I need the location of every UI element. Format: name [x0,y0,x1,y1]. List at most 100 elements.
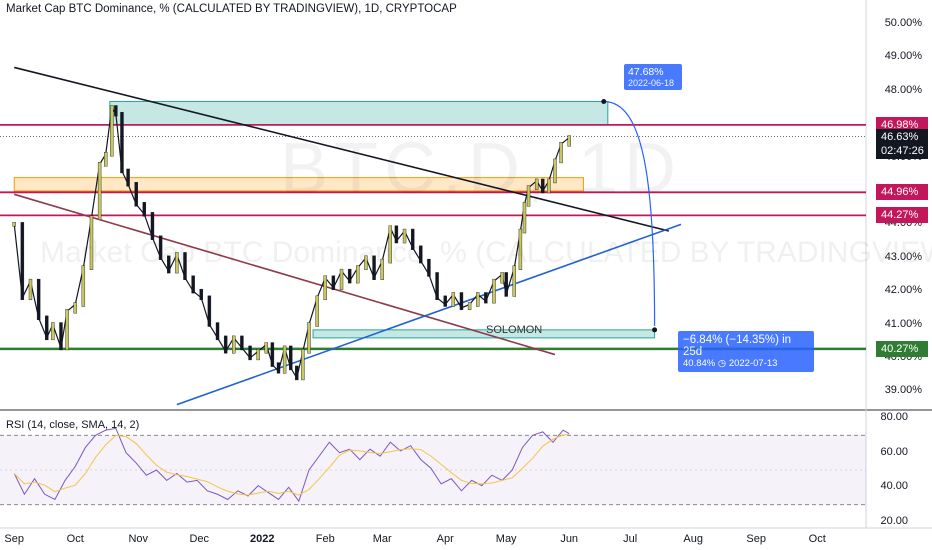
price-candle [388,225,393,264]
price-tick-label: 42.00% [884,284,922,297]
price-candle [28,278,33,301]
price-candle [134,182,138,207]
price-tick-label: 43.00% [884,250,922,263]
price-candle [394,225,399,244]
price-candle [142,202,147,217]
price-candle [435,272,439,301]
price-candle [232,335,236,354]
price-candle [51,322,55,341]
price-candle [541,178,545,194]
projection-start-dot [601,98,607,104]
watermark-symbol: BTC.D, 1D [280,129,683,209]
price-candle [191,275,195,294]
time-tick-label: Apr [436,533,454,545]
price-candle [553,158,557,184]
price-candle [223,335,228,354]
price-candle [500,272,504,284]
price-candle [347,268,352,284]
time-tick-label: Feb [315,533,335,545]
projection-start-value: 47.68% [628,66,664,78]
price-candle [427,258,431,277]
time-tick-label: 2022 [249,533,275,545]
price-candle [451,292,456,307]
time-tick-label: Oct [808,533,826,545]
price-tick-label: 49.00% [884,50,922,63]
price-candle [59,322,63,351]
price-candle [73,302,77,314]
price-tick-label: 39.00% [884,384,922,397]
price-candle [484,292,488,304]
price-candle [175,252,179,274]
price-candle [89,215,94,270]
trendline [176,223,682,406]
price-candle [20,222,25,301]
price-candle [104,152,108,167]
rsi-title: RSI (14, close, SMA, 14, 2) [6,419,140,431]
clock-icon: ◷ [717,358,727,369]
price-candle [476,292,480,307]
price-candle [526,185,531,207]
price-candle [288,345,293,371]
current-price-tag: 46.63% 02:47:26 [876,128,928,159]
time-tick-label: Aug [683,533,703,545]
price-candle [419,245,423,264]
projection-change: −6.84% (−14.35%) in 25d [683,334,792,358]
price-candle [522,202,527,234]
trendline [14,193,556,356]
projection-end-date: 2022-07-13 [728,358,778,369]
time-tick-label: Oct [66,533,84,545]
price-candle [380,258,384,280]
price-candle [559,142,563,164]
level-tag: 40.27% [876,340,928,357]
price-candle [81,265,86,307]
price-candle [276,362,281,374]
rsi-line [13,427,570,503]
price-candle [567,135,571,147]
time-tick-label: Dec [189,533,209,545]
price-candle [547,178,551,194]
price-candle [518,228,523,270]
price-candle [512,265,517,297]
price-candle [150,212,155,240]
price-candle [240,335,244,351]
price-candle [307,322,311,354]
time-tick-label: Jun [560,533,579,545]
price-candle [534,178,539,190]
price-tick-label: 41.00% [884,317,922,330]
projection-end-dot [652,327,658,333]
projection-end-value: 40.84% [683,358,716,369]
price-tick-label: 50.00% [884,17,922,30]
price-candle [110,105,114,157]
level-tag: 44.96% [876,184,928,201]
price-candle [36,278,41,321]
price-candle [270,342,275,367]
price-candle [97,162,102,220]
price-candle [356,265,360,284]
price-candle [264,342,269,354]
price-candle [256,349,260,361]
time-tick-label: Mar [372,533,392,545]
price-candle [158,235,163,260]
watermark-name: Market Cap BTC Dominance, % (CALCULATED … [40,236,932,269]
time-tick-label: May [495,533,517,545]
price-candle [183,252,187,280]
price-candle [492,278,496,304]
price-candle [167,255,171,274]
projection-start-date: 2022-06-18 [628,78,675,88]
resistance-zone [109,100,609,126]
price-candle [315,295,319,327]
price-candle [459,292,464,311]
price-candle [45,315,49,341]
price-candle [114,105,118,117]
time-tick-label: Nov [128,533,149,545]
price-candle [323,275,327,301]
price-candle [295,365,299,381]
time-tick-label: Sep [4,533,25,545]
price-candle [467,302,472,311]
current-price-label: 46.63% [881,130,919,143]
support-zone [13,177,584,192]
price-candle [331,275,336,290]
trendline [14,66,670,232]
projection-end-callout: −6.84% (−14.35%) in 25d 40.84% ◷ 2022-07… [678,331,814,372]
